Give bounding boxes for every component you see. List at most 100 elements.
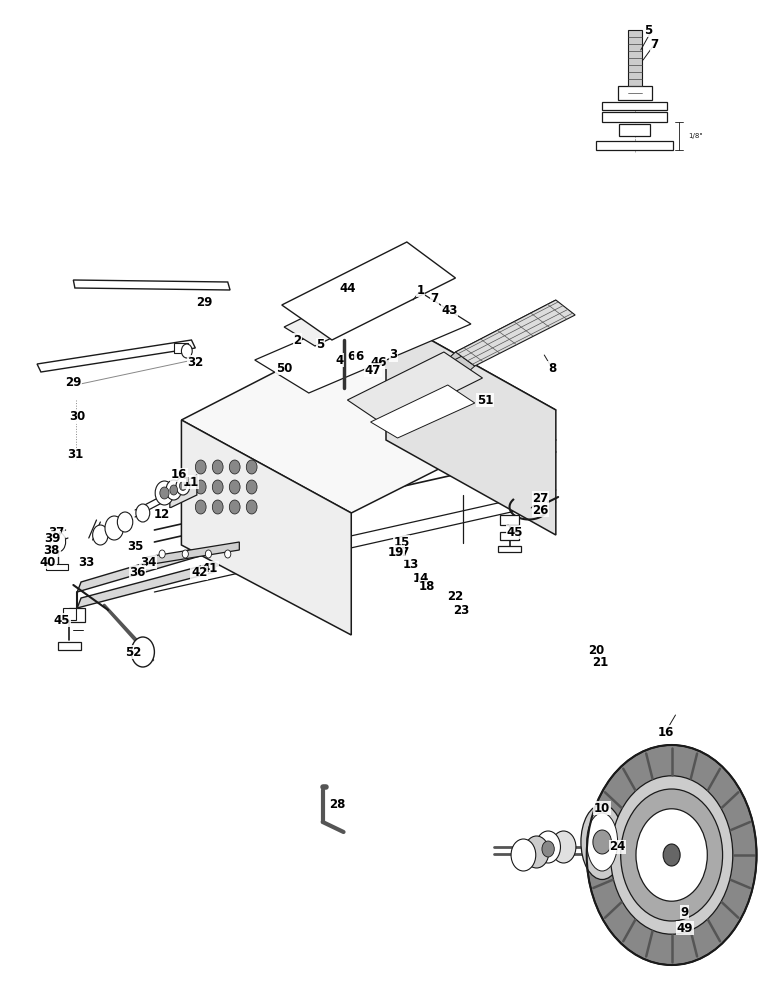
Text: 36: 36 <box>129 566 146 578</box>
Text: 49: 49 <box>676 922 693 934</box>
Text: 31: 31 <box>66 448 83 462</box>
Text: 19: 19 <box>388 546 405 558</box>
Text: 9: 9 <box>681 906 689 918</box>
Text: 16: 16 <box>171 468 188 482</box>
Circle shape <box>105 516 124 540</box>
Bar <box>46 564 68 570</box>
Bar <box>58 642 81 650</box>
Polygon shape <box>181 315 556 513</box>
Text: 34: 34 <box>140 556 157 568</box>
Circle shape <box>611 776 733 934</box>
Circle shape <box>663 844 680 866</box>
Text: 33: 33 <box>78 556 95 568</box>
Text: 40: 40 <box>39 556 56 568</box>
Polygon shape <box>37 340 195 372</box>
Text: 10: 10 <box>594 802 611 814</box>
Circle shape <box>536 831 560 863</box>
Text: 16: 16 <box>657 726 674 738</box>
Text: 7: 7 <box>651 37 659 50</box>
Polygon shape <box>77 535 239 592</box>
Circle shape <box>225 550 231 558</box>
Polygon shape <box>438 352 475 382</box>
Text: 12: 12 <box>154 508 171 522</box>
Text: 14: 14 <box>412 572 429 584</box>
Text: 13: 13 <box>402 558 419 572</box>
Circle shape <box>246 460 257 474</box>
Text: 46: 46 <box>370 356 387 368</box>
Text: 8: 8 <box>548 361 556 374</box>
Ellipse shape <box>581 804 624 880</box>
Text: 52: 52 <box>124 646 141 658</box>
Circle shape <box>212 480 223 494</box>
Circle shape <box>587 745 757 965</box>
Circle shape <box>551 831 576 863</box>
Text: 21: 21 <box>592 656 609 668</box>
Text: 37: 37 <box>48 526 65 540</box>
Circle shape <box>205 550 212 558</box>
Circle shape <box>155 481 174 505</box>
Text: 11: 11 <box>182 476 199 488</box>
Text: 29: 29 <box>65 375 82 388</box>
Text: 32: 32 <box>187 356 204 368</box>
Text: 30: 30 <box>69 410 86 424</box>
Polygon shape <box>371 385 475 438</box>
Bar <box>69 608 85 622</box>
Polygon shape <box>73 280 230 290</box>
Polygon shape <box>347 352 482 426</box>
Circle shape <box>136 504 150 522</box>
Circle shape <box>229 460 240 474</box>
Text: 3: 3 <box>390 349 398 361</box>
Circle shape <box>170 485 178 495</box>
Circle shape <box>636 809 707 901</box>
Circle shape <box>212 500 223 514</box>
Circle shape <box>229 500 240 514</box>
Circle shape <box>246 500 257 514</box>
Bar <box>63 608 76 620</box>
Bar <box>628 30 642 93</box>
Polygon shape <box>181 420 351 635</box>
Polygon shape <box>77 562 216 608</box>
Text: 42: 42 <box>191 566 208 580</box>
Bar <box>498 546 521 552</box>
Text: 15: 15 <box>393 536 410 548</box>
Circle shape <box>93 525 108 545</box>
Text: 23: 23 <box>453 603 470 616</box>
Circle shape <box>195 480 206 494</box>
Bar <box>500 532 519 540</box>
Text: 29: 29 <box>196 296 213 308</box>
Polygon shape <box>170 475 197 508</box>
Circle shape <box>593 830 611 854</box>
Bar <box>602 112 667 122</box>
Polygon shape <box>386 315 556 535</box>
Text: 44: 44 <box>339 282 356 294</box>
Ellipse shape <box>587 813 618 871</box>
Circle shape <box>195 500 206 514</box>
Bar <box>500 515 519 525</box>
Circle shape <box>117 512 133 532</box>
Circle shape <box>229 480 240 494</box>
Text: 20: 20 <box>587 644 604 656</box>
Text: 5: 5 <box>317 338 324 352</box>
Text: 1: 1 <box>417 284 425 296</box>
Circle shape <box>524 836 549 868</box>
Text: 27: 27 <box>532 491 549 504</box>
Text: 4: 4 <box>336 354 344 366</box>
Text: 22: 22 <box>447 590 464 603</box>
Text: 45: 45 <box>506 526 523 538</box>
Text: 17: 17 <box>393 546 410 560</box>
Text: 2: 2 <box>293 334 301 347</box>
Text: 51: 51 <box>476 393 493 406</box>
Circle shape <box>182 550 188 558</box>
Circle shape <box>195 460 206 474</box>
Circle shape <box>159 550 165 558</box>
Circle shape <box>166 480 181 500</box>
Text: 38: 38 <box>43 544 60 556</box>
Bar <box>619 124 650 136</box>
Polygon shape <box>284 275 421 346</box>
Text: 1/8": 1/8" <box>689 133 703 139</box>
Polygon shape <box>438 300 556 368</box>
Text: 24: 24 <box>609 840 626 854</box>
Text: 6: 6 <box>347 351 355 363</box>
Text: 43: 43 <box>441 304 458 316</box>
Text: 28: 28 <box>329 798 346 810</box>
